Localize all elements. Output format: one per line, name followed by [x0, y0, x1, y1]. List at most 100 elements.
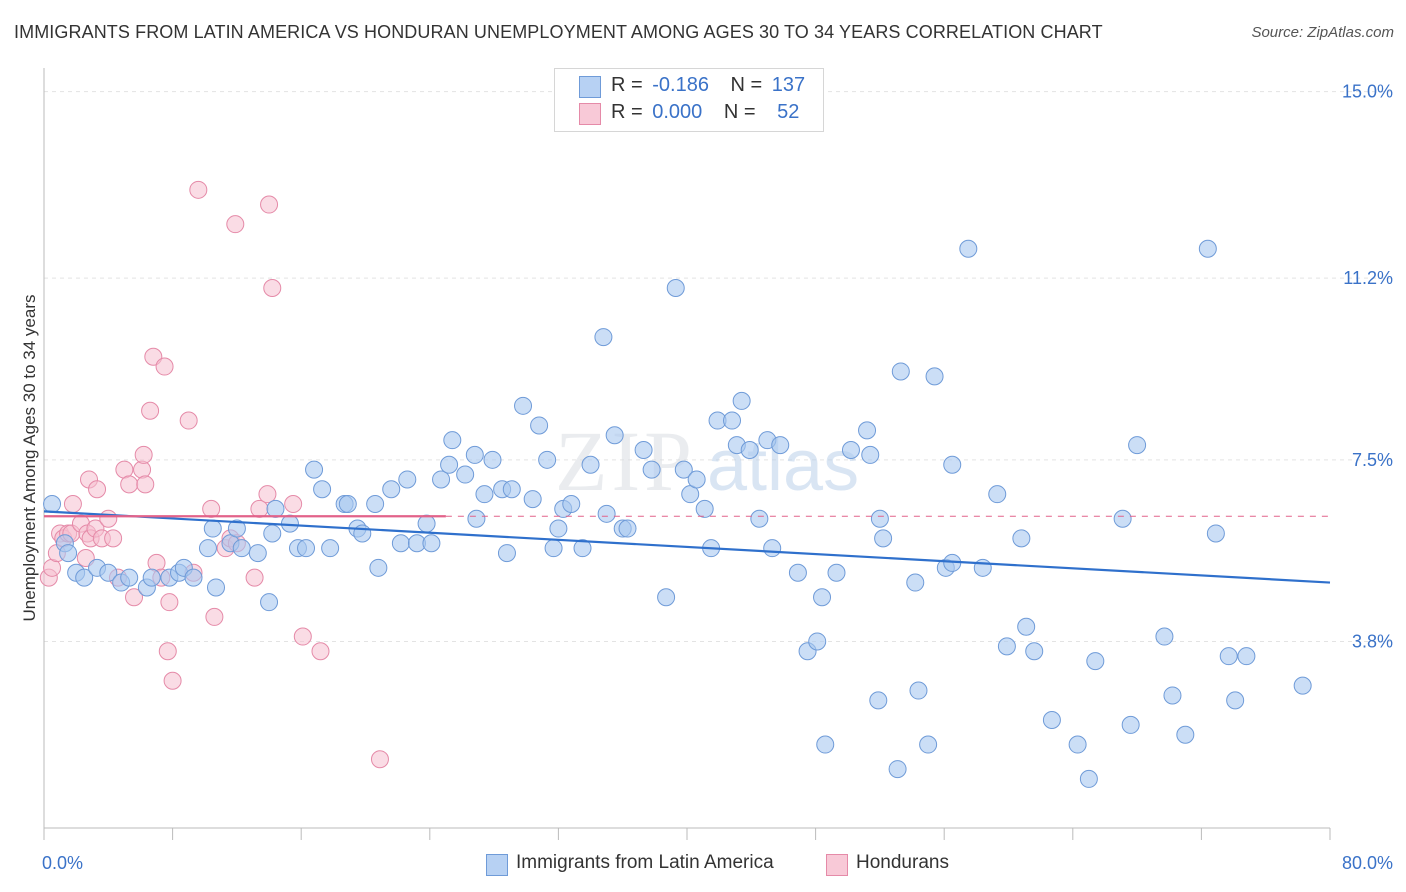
latin-america-point: [544, 539, 563, 558]
latin-america-point: [788, 563, 807, 582]
latin-america-trend-line: [43, 510, 1331, 584]
tick-labels: 3.8% 7.5% 11.2% 15.0% 0.0% 80.0%: [42, 82, 1393, 873]
latin-america-point: [1293, 676, 1312, 695]
honduran-point: [284, 495, 303, 513]
latin-america-point: [184, 568, 203, 587]
latin-america-point: [502, 480, 521, 499]
latin-america-point: [763, 539, 782, 558]
latin-america-point: [305, 460, 324, 479]
latin-america-point: [943, 455, 962, 474]
watermark-zip: ZIP: [555, 413, 696, 509]
latin-america-point: [740, 441, 759, 459]
legend-n-value-1: 137: [771, 74, 806, 96]
latin-america-point: [523, 490, 542, 509]
latin-america-point: [366, 495, 385, 513]
legend-swatch-pink: [579, 103, 601, 125]
latin-america-point: [723, 411, 742, 430]
honduran-point: [88, 480, 107, 499]
latin-america-point: [382, 480, 401, 499]
latin-america-point: [142, 568, 161, 587]
latin-america-point: [203, 519, 222, 538]
bottom-legend-label-blue: Immigrants from Latin America: [516, 852, 774, 873]
latin-america-point: [549, 519, 568, 538]
latin-america-point: [732, 391, 751, 410]
honduran-point: [205, 607, 224, 626]
honduran-point: [136, 475, 155, 494]
trend-lines: [43, 510, 1331, 584]
bottom-legend-swatch-pink: [826, 854, 848, 876]
latin-america-point: [906, 573, 925, 592]
latin-america-point: [959, 239, 978, 258]
latin-america-point: [1012, 529, 1031, 548]
latin-america-point: [207, 578, 226, 597]
latin-america-point: [338, 495, 357, 513]
honduran-point: [370, 750, 389, 769]
latin-america-point: [198, 539, 217, 558]
y-axis-label: Unemployment Among Ages 30 to 34 years: [20, 295, 39, 622]
latin-america-point: [657, 588, 676, 607]
latin-america-point: [597, 504, 616, 523]
latin-america-point: [605, 426, 624, 445]
latin-america-point: [581, 455, 600, 474]
latin-america-point: [1237, 647, 1256, 666]
latin-america-point: [841, 441, 860, 459]
y-tick-label: 3.8%: [1352, 631, 1393, 651]
latin-america-point: [1121, 715, 1140, 734]
latin-america-point: [440, 455, 459, 474]
honduran-point: [179, 411, 198, 430]
honduran-point: [160, 593, 179, 612]
honduran-point: [99, 509, 118, 528]
honduran-point: [311, 642, 330, 661]
legend-r-value-1: -0.186: [652, 74, 709, 96]
honduran-point: [202, 499, 221, 518]
latin-america-point: [467, 509, 486, 528]
legend-r-label-1: R =: [611, 74, 643, 96]
honduran-point: [63, 495, 82, 513]
latin-america-point: [1113, 509, 1132, 528]
latin-america-point: [858, 421, 877, 440]
latin-america-point: [1017, 617, 1036, 636]
honduran-point: [245, 568, 264, 587]
legend-r-value-2: 0.000: [652, 101, 703, 123]
latin-america-point: [594, 328, 613, 347]
latin-america-point: [422, 534, 441, 553]
latin-america-point: [891, 362, 910, 381]
latin-america-point: [573, 539, 592, 558]
latin-america-point: [1176, 725, 1195, 744]
chart-title: IMMIGRANTS FROM LATIN AMERICA VS HONDURA…: [14, 22, 1103, 42]
gridlines: [44, 91, 1392, 642]
latin-america-point: [260, 593, 279, 612]
latin-america-point: [75, 568, 94, 587]
latin-america-point: [59, 544, 78, 563]
latin-america-point: [1163, 686, 1182, 705]
honduran-point: [120, 475, 139, 494]
latin-america-point: [1025, 642, 1044, 661]
honduran-point: [158, 642, 177, 661]
latin-america-point: [1155, 627, 1174, 646]
latin-america-point: [973, 558, 992, 577]
latin-america-point: [642, 460, 661, 479]
latin-america-point: [634, 441, 653, 459]
y-tick-label: 15.0%: [1342, 82, 1393, 102]
latin-america-point: [870, 509, 889, 528]
latin-america-point: [888, 760, 907, 779]
latin-america-point: [465, 445, 484, 464]
correlation-legend: R = -0.186 N = 137 R = 0.000 N = 52: [554, 68, 824, 132]
latin-america-point: [919, 735, 938, 754]
latin-america-point: [432, 470, 451, 489]
latin-america-point: [988, 485, 1007, 504]
latin-america-point: [1226, 691, 1245, 710]
latin-america-point: [874, 529, 893, 548]
latin-america-point: [398, 470, 417, 489]
latin-america-point: [313, 480, 332, 499]
latin-america-point: [321, 539, 340, 558]
latin-america-point: [1079, 769, 1098, 788]
latin-america-point: [417, 514, 436, 533]
latin-america-point: [1219, 647, 1238, 666]
latin-america-point: [263, 524, 282, 543]
latin-america-point: [475, 485, 494, 504]
honduran-point: [293, 627, 312, 646]
latin-america-point: [618, 519, 637, 538]
latin-america-point: [497, 544, 516, 563]
